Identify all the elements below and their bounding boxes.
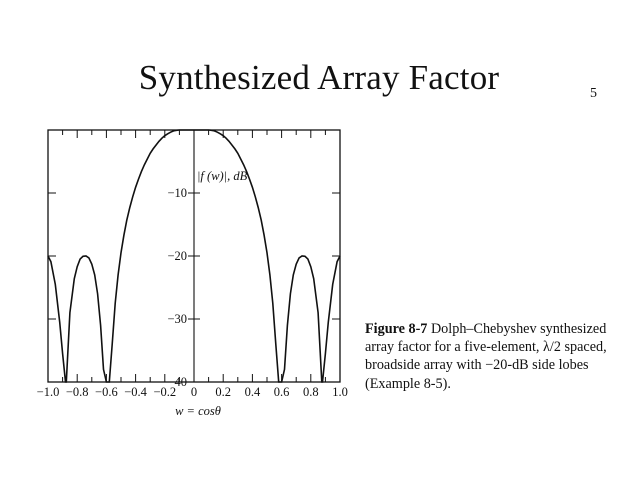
tick-labels: −1.0 −0.8 −0.6 −0.4 −0.2 0 0.2 0.4 0.6 0.8 1.0 −10 −… (37, 186, 348, 399)
figure-caption-text: Dolph–Chebyshev synthesized array factor… (365, 321, 607, 392)
y-tick-label: −40 (167, 375, 187, 389)
x-tick-label: 0 (191, 385, 197, 399)
x-tick-label: 0.8 (303, 385, 319, 399)
x-tick-label: 0.4 (245, 385, 261, 399)
x-tick-label: −0.8 (66, 385, 89, 399)
array-factor-curve (47, 129, 341, 383)
y-tick-label: −10 (167, 186, 187, 200)
y-tick-label: −30 (167, 312, 187, 326)
y-axis-label: |f (w)|, dB (197, 169, 248, 183)
x-tick-label: −0.4 (124, 385, 147, 399)
figure-caption: Figure 8-7 Dolph–Chebyshev synthesized a… (365, 320, 630, 393)
x-tick-label: −1.0 (37, 385, 60, 399)
x-tick-label: 1.0 (332, 385, 348, 399)
x-axis-label: w = cosθ (175, 404, 221, 418)
slide-number: 5 (590, 86, 597, 101)
x-tick-label: 0.2 (215, 385, 231, 399)
slide-title: Synthesized Array Factor (138, 58, 500, 97)
x-tick-label: 0.6 (274, 385, 290, 399)
y-tick-label: −20 (167, 249, 187, 263)
figure-label: Figure 8-7 (365, 321, 428, 337)
x-tick-label: −0.2 (153, 385, 176, 399)
x-tick-label: −0.6 (95, 385, 118, 399)
